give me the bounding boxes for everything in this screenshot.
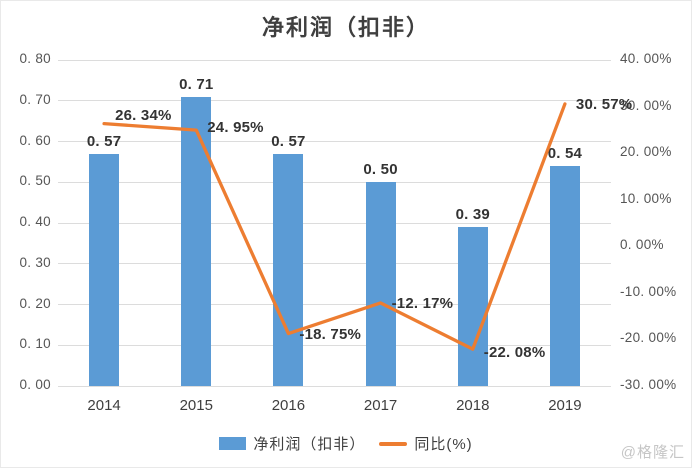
gridline	[58, 100, 611, 102]
line-value-label: -12. 17%	[391, 294, 454, 312]
left-axis-tick-label: 0. 20	[19, 295, 51, 311]
bar	[457, 227, 488, 386]
legend-label-net-profit: 净利润（扣非）	[253, 436, 366, 453]
bar-series-swatch-icon	[219, 437, 247, 450]
x-axis-label: 2019	[548, 397, 582, 414]
line-value-label: 26. 34%	[115, 106, 172, 124]
x-axis-label: 2015	[179, 397, 213, 414]
bar	[89, 153, 120, 386]
right-axis-tick-label: 20. 00%	[620, 144, 672, 160]
gridline	[58, 181, 611, 183]
left-axis-tick-label: 0. 40	[19, 214, 51, 229]
left-axis-tick-label: 0. 60	[19, 132, 51, 148]
x-axis-label: 2014	[87, 397, 121, 414]
legend-label-yoy: 同比(%)	[414, 436, 473, 453]
right-axis-tick-label: 40. 00%	[620, 51, 672, 66]
x-axis-label: 2016	[271, 397, 306, 414]
left-axis-tick-label: 0. 70	[19, 91, 51, 107]
right-axis-tick-label: -10. 00%	[620, 283, 677, 299]
left-axis-tick-label: 0. 00	[19, 377, 51, 392]
right-axis-tick-label: 0. 00%	[620, 237, 664, 253]
line-value-label: -22. 08%	[483, 344, 546, 362]
legend: 净利润（扣非） 同比(%)	[1, 433, 691, 454]
bar-value-label: 0. 54	[547, 144, 583, 162]
bar	[549, 165, 580, 386]
gridline	[58, 222, 611, 224]
left-axis-tick-label: 0. 50	[19, 173, 51, 189]
gridline	[58, 385, 611, 387]
chart-title: 净利润（扣非）	[261, 15, 430, 40]
left-axis-tick-label: 0. 80	[19, 51, 51, 66]
legend-item-yoy: 同比(%)	[379, 433, 472, 454]
gridline	[58, 59, 611, 61]
right-axis-tick-label: -20. 00%	[620, 330, 677, 346]
gridline	[58, 304, 611, 305]
right-axis-tick-label: 30. 00%	[620, 97, 672, 113]
bar-value-label: 0. 71	[179, 75, 214, 93]
bar	[365, 182, 396, 386]
line-value-label: 30. 57%	[575, 95, 633, 113]
left-axis-tick-label: 0. 30	[19, 254, 51, 270]
line-value-label: -18. 75%	[299, 325, 362, 343]
bar-value-label: 0. 57	[86, 132, 122, 150]
bar-value-label: 0. 57	[271, 132, 306, 150]
bar	[181, 96, 212, 386]
x-axis-label: 2017	[363, 397, 398, 414]
gridline	[58, 141, 611, 142]
gridline	[58, 263, 611, 265]
line-value-label: 24. 95%	[207, 119, 264, 137]
legend-item-net-profit: 净利润（扣非）	[219, 433, 365, 454]
bar	[273, 153, 304, 386]
bar-value-label: 0. 39	[455, 206, 490, 224]
right-axis-tick-label: -30. 00%	[620, 377, 677, 392]
right-axis-tick-label: 10. 00%	[620, 190, 672, 206]
bar-value-label: 0. 50	[363, 161, 398, 179]
watermark: @格隆汇	[620, 444, 685, 461]
line-series-swatch-icon	[379, 441, 408, 446]
left-axis-tick-label: 0. 10	[19, 336, 51, 352]
x-axis-label: 2018	[456, 397, 490, 414]
